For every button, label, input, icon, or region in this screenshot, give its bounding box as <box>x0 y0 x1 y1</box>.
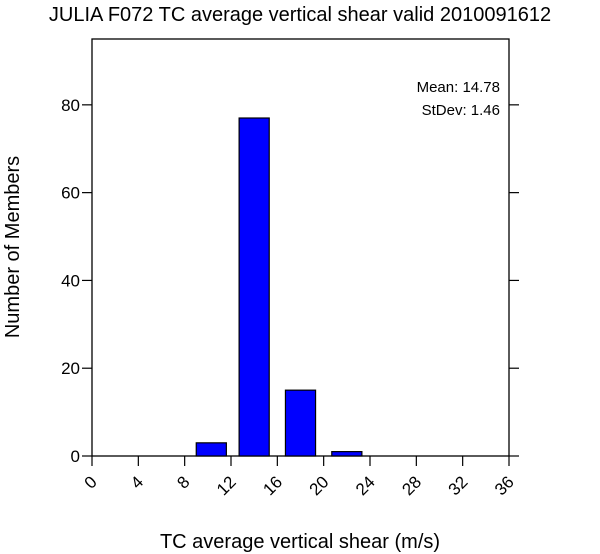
x-tick-label-5: 20 <box>306 472 333 499</box>
histogram-bar-1 <box>238 117 270 457</box>
histogram-bar-3 <box>331 451 363 457</box>
x-tick-label-6: 24 <box>352 472 379 499</box>
histogram-bar-2 <box>284 389 317 457</box>
histogram-bar-0 <box>195 442 227 457</box>
x-tick-label-0: 0 <box>81 472 101 492</box>
y-tick-label-4: 80 <box>61 96 80 115</box>
y-tick-label-3: 60 <box>61 184 80 203</box>
x-tick-label-3: 12 <box>213 472 240 499</box>
y-axis-ticks: 0 20 40 60 80 <box>61 96 519 466</box>
x-tick-label-8: 32 <box>445 472 472 499</box>
mean-label: Mean: 14.78 <box>417 79 500 96</box>
x-axis-label: TC average vertical shear (m/s) <box>160 531 440 553</box>
x-tick-label-9: 36 <box>491 472 518 499</box>
chart-title: JULIA F072 TC average vertical shear val… <box>49 4 551 26</box>
x-tick-label-4: 16 <box>259 472 286 499</box>
x-tick-label-2: 8 <box>173 472 193 492</box>
bars-group <box>195 117 363 457</box>
y-tick-label-2: 40 <box>61 271 80 290</box>
y-tick-label-0: 0 <box>71 447 80 466</box>
y-tick-label-1: 20 <box>61 359 80 378</box>
stdev-label: StDev: 1.46 <box>422 102 500 119</box>
x-tick-label-7: 28 <box>398 472 425 499</box>
y-axis-label: Number of Members <box>2 156 24 338</box>
x-axis-ticks: 0 4 8 12 16 20 24 28 32 36 <box>81 456 518 499</box>
x-tick-label-1: 4 <box>127 472 147 492</box>
